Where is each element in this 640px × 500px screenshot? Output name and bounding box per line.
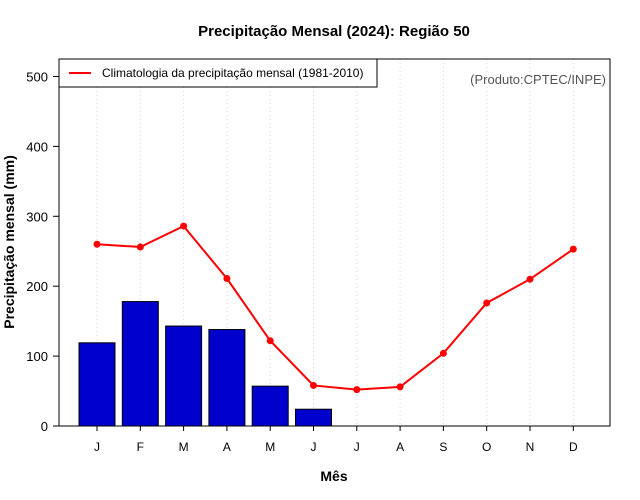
y-tick-label: 300	[26, 209, 48, 224]
x-axis-title: Mês	[320, 468, 347, 484]
climatology-point-5	[266, 337, 274, 345]
bar-4	[208, 329, 246, 427]
climatology-point-1	[93, 240, 101, 248]
y-tick-label: 500	[26, 69, 48, 84]
climatology-point-10	[483, 299, 491, 307]
bar-2	[121, 301, 159, 427]
climatology-point-12	[569, 245, 577, 253]
legend-label: Climatologia da precipitação mensal (198…	[102, 66, 363, 80]
legend: Climatologia da precipitação mensal (198…	[58, 58, 378, 88]
bar-3	[165, 325, 203, 427]
y-axis: 0 100 200 300 400 500	[26, 69, 59, 434]
climatology-series	[93, 222, 577, 394]
climatology-line	[96, 224, 574, 391]
climatology-point-9	[439, 349, 447, 357]
source-note: (Produto:CPTEC/INPE)	[470, 72, 606, 87]
x-tick-label: F	[137, 440, 144, 454]
y-tick-label: 100	[26, 349, 48, 364]
x-tick-label: J	[311, 440, 317, 454]
climatology-point-2	[136, 243, 144, 251]
chart-title: Precipitação Mensal (2024): Região 50	[198, 23, 470, 40]
x-tick-label: M	[265, 440, 275, 454]
legend-box	[58, 58, 378, 88]
climatology-point-6	[310, 381, 317, 389]
x-tick-label: N	[526, 440, 535, 454]
climatology-point-4	[223, 275, 231, 283]
x-tick-label: J	[94, 440, 100, 454]
y-tick-label: 200	[26, 279, 48, 294]
x-tick-label: S	[439, 440, 447, 454]
bars	[78, 301, 332, 427]
climatology-point-3	[180, 222, 188, 230]
x-tick-label: M	[179, 440, 189, 454]
x-tick-label: A	[396, 440, 404, 454]
climatology-point-11	[526, 275, 534, 283]
x-tick-label: D	[569, 440, 578, 454]
climatology-point-7	[353, 386, 361, 394]
x-tick-label: J	[354, 440, 360, 454]
bar-1	[78, 342, 116, 427]
y-tick-label: 0	[41, 419, 48, 434]
climatology-point-8	[396, 383, 404, 391]
bar-6	[295, 408, 332, 427]
x-tick-label: A	[223, 440, 231, 454]
bar-5	[251, 385, 289, 427]
y-axis-title: Precipitação mensal (mm)	[1, 155, 17, 329]
x-tick-label: O	[482, 440, 491, 454]
y-tick-label: 400	[26, 139, 48, 154]
